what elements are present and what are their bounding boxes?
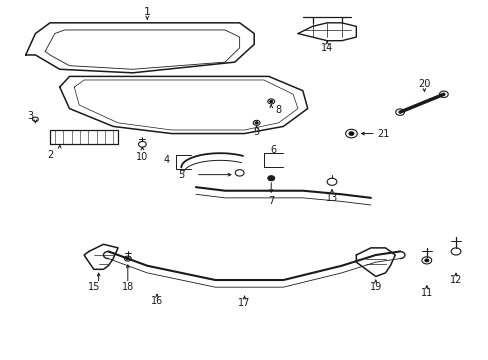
Circle shape — [255, 122, 258, 124]
Text: 12: 12 — [449, 275, 461, 285]
Text: 3: 3 — [27, 111, 34, 121]
Circle shape — [424, 259, 428, 262]
Text: 13: 13 — [325, 193, 338, 203]
Text: 15: 15 — [87, 282, 100, 292]
Text: 20: 20 — [417, 78, 430, 89]
Circle shape — [126, 257, 129, 260]
Text: 2: 2 — [47, 150, 53, 160]
Text: 18: 18 — [122, 282, 134, 292]
Text: 9: 9 — [253, 127, 259, 137]
Text: 10: 10 — [136, 152, 148, 162]
Text: 19: 19 — [369, 282, 381, 292]
Text: 21: 21 — [376, 129, 388, 139]
Text: 1: 1 — [143, 7, 150, 17]
Text: 14: 14 — [321, 43, 333, 53]
Text: 16: 16 — [150, 296, 163, 306]
Circle shape — [267, 176, 274, 181]
Text: 8: 8 — [275, 105, 281, 115]
Text: 7: 7 — [267, 197, 274, 206]
Text: 17: 17 — [238, 298, 250, 308]
Circle shape — [348, 132, 353, 135]
Circle shape — [269, 100, 272, 103]
Text: 6: 6 — [270, 145, 276, 155]
Text: 4: 4 — [163, 156, 169, 165]
Text: 11: 11 — [420, 288, 432, 297]
Text: 5: 5 — [178, 170, 184, 180]
